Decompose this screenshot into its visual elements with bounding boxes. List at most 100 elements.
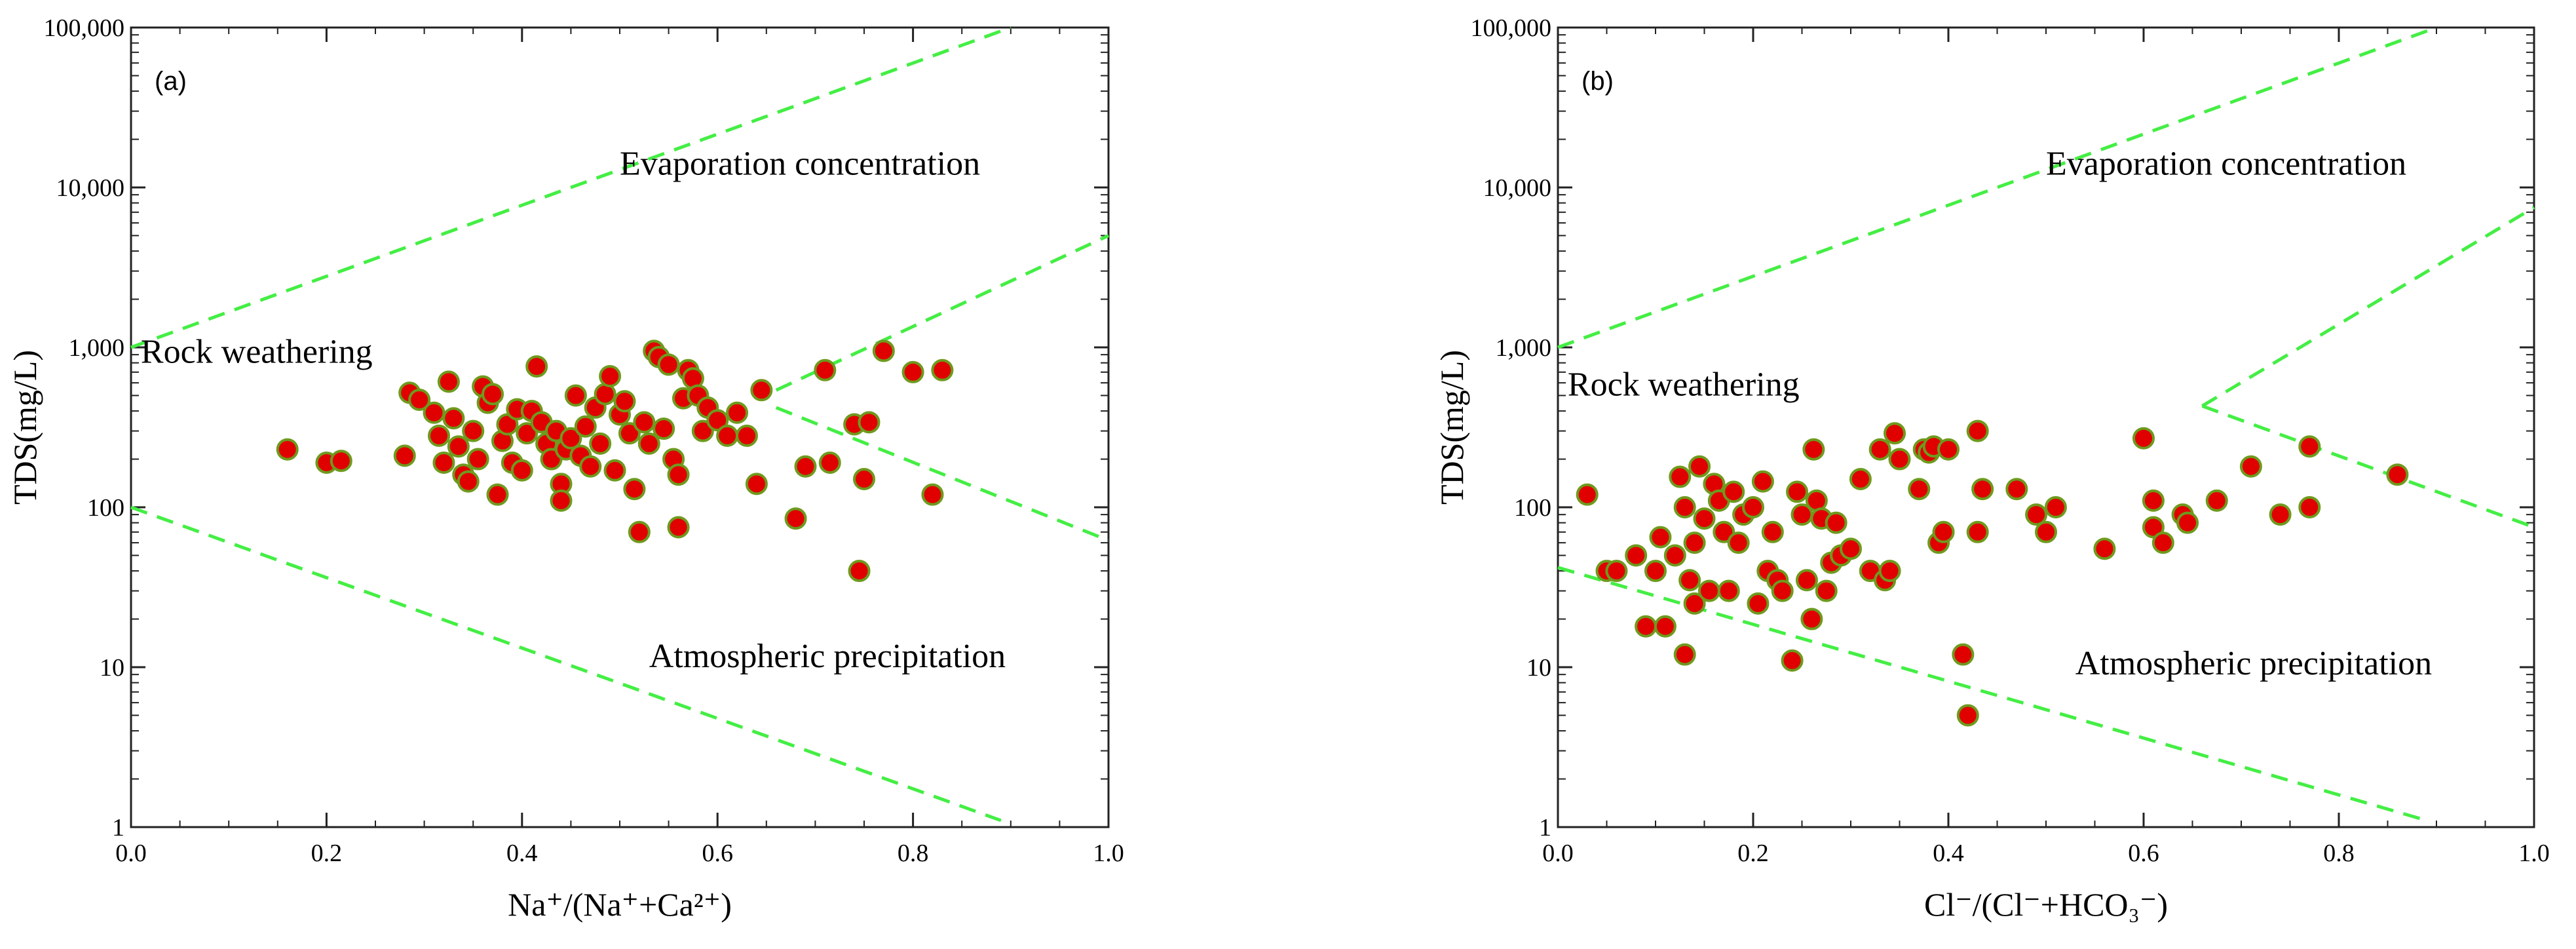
- data-point: [1727, 532, 1750, 554]
- data-point: [872, 339, 895, 362]
- x-axis-title: Na⁺/(Na⁺+Ca²⁺): [508, 886, 732, 923]
- data-point: [653, 417, 675, 440]
- region-label: Evaporation concentration: [2046, 145, 2406, 183]
- boundary-line: [1557, 26, 2437, 349]
- data-point: [1751, 470, 1774, 493]
- boundary-line: [775, 406, 1109, 542]
- data-point: [1884, 422, 1906, 445]
- data-point: [1825, 511, 1847, 534]
- data-point: [2298, 496, 2321, 518]
- data-point: [1576, 483, 1599, 506]
- data-point: [1815, 579, 1838, 602]
- data-point: [633, 411, 656, 434]
- data-point: [1888, 448, 1911, 471]
- panel-b: 1 10 100 1,000 10,000 100,000 0.0 0.2 0.4 0.6 0.8 1…: [1433, 14, 2550, 923]
- data-point: [613, 390, 636, 413]
- data-point: [2269, 503, 2292, 526]
- data-point: [1761, 520, 1784, 543]
- x-tick-label: 0.2: [1737, 840, 1769, 867]
- x-tick-label: 0.6: [702, 840, 733, 867]
- data-point: [667, 516, 690, 539]
- y-tick-label: 100: [1514, 494, 1551, 522]
- x-tick-label: 0.0: [1542, 840, 1574, 867]
- data-point: [457, 470, 480, 493]
- y-tick-label: 10,000: [1483, 174, 1552, 202]
- x-tick-label: 0.2: [311, 840, 343, 867]
- data-point: [716, 424, 739, 447]
- x-tick-label: 0.4: [506, 840, 538, 867]
- data-point: [594, 383, 616, 406]
- data-point: [1678, 569, 1701, 592]
- data-point: [1786, 480, 1809, 503]
- data-point: [1697, 579, 1720, 602]
- data-point: [482, 383, 504, 406]
- data-point: [853, 468, 875, 491]
- data-point: [486, 483, 509, 506]
- data-point: [589, 432, 612, 455]
- data-point: [1654, 615, 1676, 638]
- data-point: [2132, 427, 2155, 450]
- data-point: [726, 401, 749, 424]
- data-point: [1966, 419, 1989, 442]
- region-label: Atmospheric precipitation: [2075, 645, 2432, 682]
- panel-a: 1 10 100 1,000 10,000 100,000 0.0 0.2 0.4 0.6 0.8 1…: [7, 14, 1124, 923]
- data-point: [447, 435, 470, 458]
- data-point: [1717, 579, 1740, 602]
- data-point: [784, 507, 807, 530]
- data-point: [1937, 438, 1960, 461]
- data-point: [1683, 592, 1706, 615]
- data-point: [618, 422, 641, 445]
- x-axis-title: Cl⁻/(Cl⁻+HCO₃⁻): [1924, 886, 2168, 923]
- region-label: Atmospheric precipitation: [649, 638, 1006, 675]
- data-point: [525, 355, 548, 378]
- data-point: [1956, 704, 1979, 727]
- data-point: [794, 455, 817, 478]
- region-label: Rock weathering: [141, 334, 373, 371]
- y-tick-label: 10: [100, 654, 124, 682]
- y-tick-label: 1,000: [1496, 334, 1552, 362]
- data-point: [1802, 438, 1825, 461]
- data-point: [1795, 569, 1818, 592]
- data-point: [657, 353, 680, 376]
- data-point: [2386, 463, 2409, 486]
- data-point: [1683, 532, 1706, 554]
- x-tick-label: 0.4: [1933, 840, 1964, 867]
- y-tick-label: 1,000: [69, 334, 125, 362]
- data-point: [423, 401, 445, 424]
- data-point: [1771, 579, 1794, 602]
- x-tick-label: 1.0: [2518, 840, 2550, 867]
- data-point: [1878, 560, 1901, 583]
- data-point: [510, 459, 533, 482]
- data-point: [1868, 438, 1891, 461]
- y-tick-label: 1: [1539, 814, 1551, 842]
- data-point: [1713, 520, 1735, 543]
- region-label: Evaporation concentration: [620, 145, 980, 183]
- y-tick-label: 100,000: [1471, 14, 1552, 42]
- data-point: [1673, 643, 1696, 666]
- data-point: [427, 424, 450, 447]
- y-tick-label: 10,000: [56, 174, 125, 202]
- y-tick-label: 100,000: [44, 14, 125, 42]
- data-point: [2005, 478, 2028, 501]
- data-point: [1781, 649, 1804, 672]
- data-point: [2298, 435, 2321, 458]
- data-point: [858, 411, 881, 434]
- data-point: [750, 379, 773, 402]
- data-point: [408, 389, 431, 412]
- data-point: [848, 560, 871, 583]
- data-point: [1849, 468, 1872, 491]
- data-point: [2035, 520, 2057, 543]
- data-point: [276, 438, 299, 461]
- data-point: [1722, 480, 1745, 503]
- data-point: [1669, 465, 1692, 488]
- data-point: [466, 448, 489, 471]
- data-point: [2142, 489, 2165, 512]
- data-point: [1971, 478, 1994, 501]
- data-point: [1747, 592, 1770, 615]
- data-point: [559, 427, 582, 450]
- data-point: [814, 358, 837, 381]
- data-point: [1932, 520, 1955, 543]
- data-point: [818, 451, 841, 474]
- data-point: [579, 455, 602, 478]
- data-point: [1625, 544, 1648, 567]
